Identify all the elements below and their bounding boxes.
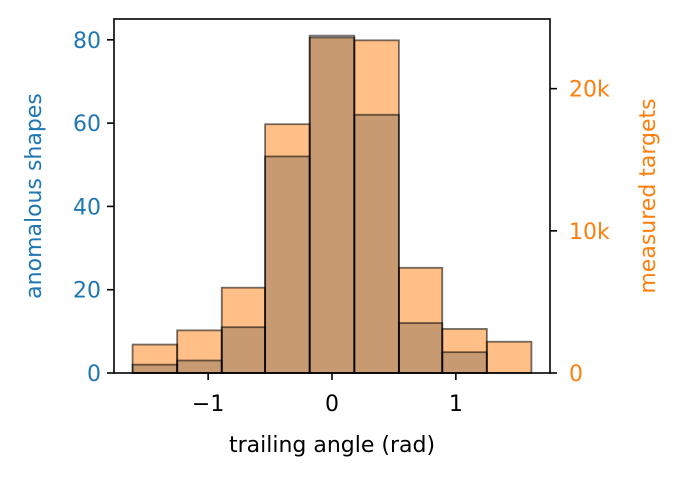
- anomalous-shapes-bar: [354, 114, 399, 373]
- anomalous-shapes-bar: [177, 360, 222, 373]
- right-tick-label: 20k: [569, 78, 610, 103]
- right-axis-label: measured targets: [636, 98, 661, 293]
- x-tick-label: 1: [449, 392, 463, 417]
- axes-layer: [107, 18, 557, 380]
- anomalous-shapes-bar: [265, 156, 310, 373]
- anomalous-shapes-bar: [398, 323, 443, 373]
- bars-layer: [131, 34, 533, 374]
- left-axis-label: anomalous shapes: [22, 93, 47, 299]
- right-tick-label: 10k: [569, 220, 610, 245]
- right-tick-label: 0: [569, 362, 583, 387]
- left-tick-label: 60: [73, 112, 101, 137]
- anomalous-shapes-bar: [442, 352, 487, 373]
- anomalous-shapes-bar: [309, 37, 355, 373]
- measured-targets-bar: [486, 341, 532, 373]
- x-axis-label: trailing angle (rad): [229, 433, 435, 458]
- left-tick-label: 80: [73, 29, 101, 54]
- anomalous-shapes-bar: [221, 327, 266, 373]
- anomalous-shapes-bar: [132, 364, 178, 373]
- left-tick-label: 40: [73, 195, 101, 220]
- x-tick-label: −1: [192, 392, 224, 417]
- left-tick-label: 20: [73, 279, 101, 304]
- left-tick-label: 0: [87, 362, 101, 387]
- x-tick-label: 0: [325, 392, 339, 417]
